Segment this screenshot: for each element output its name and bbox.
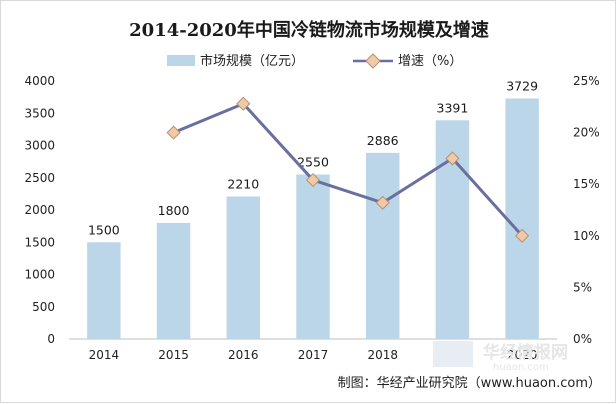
y-left-tick-label: 2000 bbox=[24, 203, 55, 217]
x-tick-label: 2015 bbox=[158, 348, 189, 362]
legend: 市场规模（亿元） 增速（%） bbox=[167, 53, 462, 69]
bar-value-label: 2886 bbox=[367, 133, 399, 148]
y-right-tick-label: 25% bbox=[573, 74, 600, 88]
line-series bbox=[166, 96, 530, 243]
y-right-tick-label: 0% bbox=[573, 332, 592, 346]
watermark-en: huaon.com bbox=[493, 362, 549, 373]
y-left-tick-label: 0 bbox=[47, 332, 55, 346]
growth-line bbox=[172, 102, 524, 237]
legend-bar-swatch bbox=[167, 55, 195, 66]
bar bbox=[156, 222, 191, 339]
x-tick-label: 2016 bbox=[228, 348, 259, 362]
y-left-tick-label: 1000 bbox=[24, 268, 55, 282]
x-tick-label: 2018 bbox=[367, 348, 398, 362]
y-left-tick-label: 4000 bbox=[24, 74, 55, 88]
y-right-tick-label: 10% bbox=[573, 229, 600, 243]
bar-value-label: 2210 bbox=[227, 176, 259, 191]
bar-value-labels: 1500 1800 2210 2550 2886 3391 3729 bbox=[88, 78, 538, 237]
watermark: 华经情报网 huaon.com bbox=[433, 341, 568, 373]
legend-bar-label: 市场规模（亿元） bbox=[200, 53, 304, 69]
y-left-tick-label: 2500 bbox=[24, 171, 55, 185]
legend-line-marker bbox=[365, 53, 381, 69]
y-right-tick-label: 15% bbox=[573, 177, 600, 191]
legend-line-label: 增速（%） bbox=[398, 54, 462, 69]
bar-value-label: 1800 bbox=[158, 203, 190, 218]
y-right-tick-label: 20% bbox=[573, 126, 600, 140]
y-axis-right: 0% 5% 10% 15% 20% 25% bbox=[573, 74, 600, 346]
bar bbox=[87, 242, 121, 339]
bar-series bbox=[87, 98, 539, 340]
bar bbox=[226, 196, 261, 339]
chart-title: 2014-2020年中国冷链物流市场规模及增速 bbox=[129, 19, 489, 41]
bar bbox=[365, 152, 400, 339]
bar-value-label: 3391 bbox=[437, 100, 469, 115]
y-left-tick-label: 500 bbox=[32, 300, 55, 314]
y-left-tick-label: 3500 bbox=[24, 106, 55, 120]
x-tick-label: 2020 bbox=[507, 348, 538, 362]
bar-value-label: 1500 bbox=[88, 222, 120, 237]
watermark-logo bbox=[433, 341, 473, 367]
y-left-tick-label: 1500 bbox=[24, 235, 55, 249]
line-point-marker bbox=[375, 195, 390, 210]
line-point-marker bbox=[305, 173, 321, 188]
bar-value-label: 2550 bbox=[297, 155, 329, 170]
x-tick-label: 2014 bbox=[89, 348, 120, 362]
bar bbox=[296, 174, 330, 339]
bar bbox=[505, 98, 539, 340]
bar-value-label: 3729 bbox=[506, 78, 538, 93]
line-point-marker bbox=[515, 228, 530, 243]
line-point-marker bbox=[445, 151, 460, 166]
source-credit: 制图：华经产业研究院（www.huaon.com） bbox=[338, 376, 601, 391]
y-right-tick-label: 5% bbox=[573, 280, 592, 294]
y-axis-left: 0 500 1000 1500 2000 2500 3000 3500 4000 bbox=[24, 74, 55, 346]
x-tick-label: 2017 bbox=[298, 348, 329, 362]
watermark-cn: 华经情报网 bbox=[483, 342, 568, 363]
line-point-marker bbox=[166, 125, 181, 140]
y-left-tick-label: 3000 bbox=[24, 139, 55, 153]
line-point-marker bbox=[236, 96, 251, 111]
